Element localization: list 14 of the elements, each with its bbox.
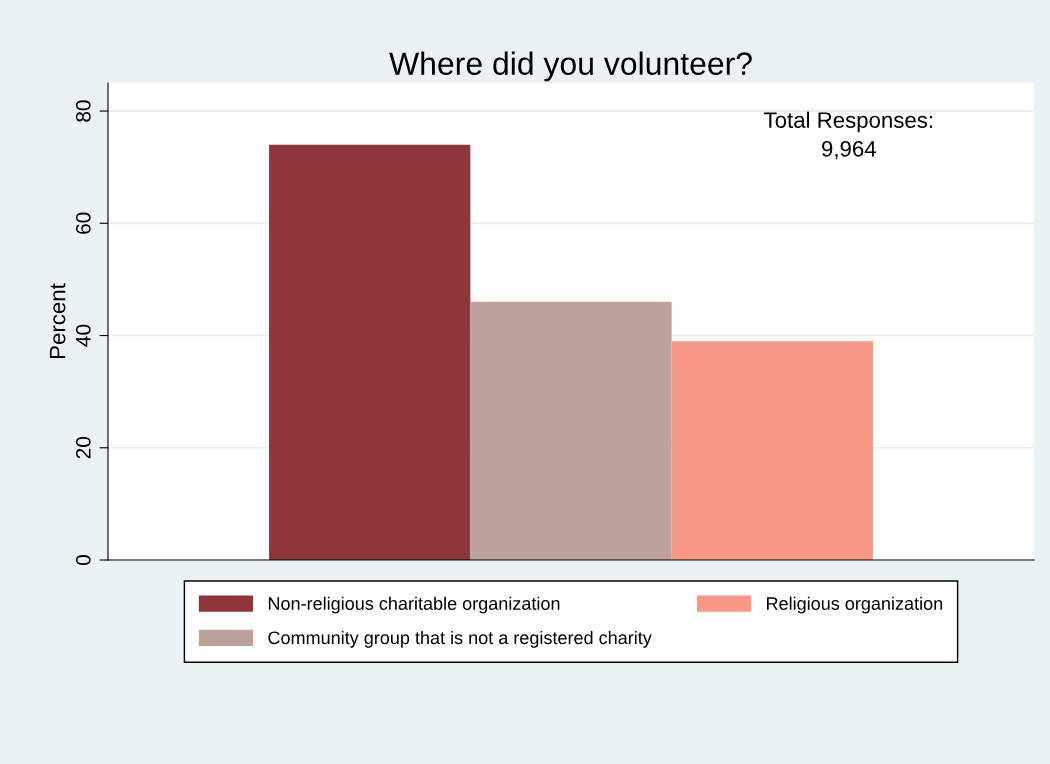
legend-label: Religious organization — [767, 596, 943, 614]
bar — [671, 341, 873, 560]
bar — [269, 144, 471, 560]
legend-label: Community group that is not a registered charity — [268, 630, 652, 648]
bar — [470, 301, 672, 560]
chart-title: Where did you volunteer? — [389, 51, 752, 82]
y-tick-label: 60 — [75, 212, 91, 234]
y-tick-label: 80 — [75, 100, 91, 122]
annotation: Total Responses: 9,964 — [764, 111, 932, 160]
y-tick-label: 40 — [75, 324, 91, 347]
y-tick-label: 20 — [75, 436, 91, 459]
y-tick-label: 0 — [75, 555, 91, 565]
y-axis-title: Percent — [49, 283, 66, 358]
legend-label: Non-religious charitable organization — [268, 596, 560, 614]
